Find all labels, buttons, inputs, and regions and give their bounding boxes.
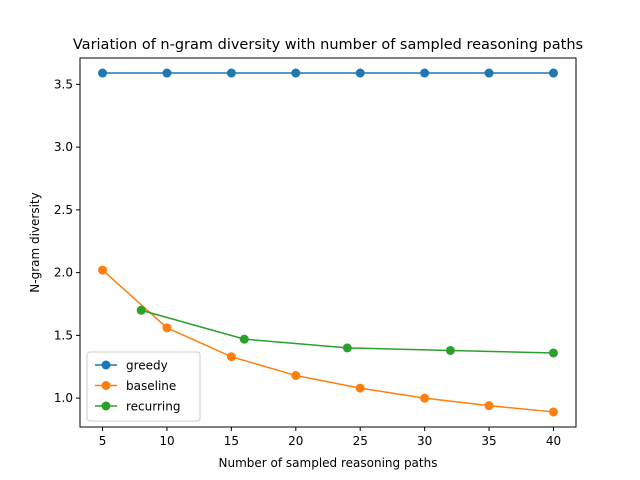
x-axis-title: Number of sampled reasoning paths (219, 456, 438, 470)
data-point-greedy (291, 68, 301, 78)
y-tick-label: 1.5 (54, 328, 73, 342)
data-point-baseline (420, 393, 430, 403)
legend-marker-baseline (101, 381, 111, 390)
x-axis: 5 10 15 20 25 30 35 40 (99, 427, 561, 448)
legend: greedy baseline recurring (86, 351, 201, 422)
x-tick-label: 15 (224, 434, 239, 448)
y-tick-label: 1.0 (54, 391, 73, 405)
y-axis-title: N-gram diversity (28, 192, 42, 292)
data-point-greedy (226, 68, 236, 78)
data-point-greedy (484, 68, 494, 78)
data-point-baseline (98, 265, 108, 275)
data-point-recurring (445, 345, 455, 355)
data-point-greedy (98, 68, 108, 78)
data-point-baseline (548, 407, 558, 417)
plot-area (98, 68, 558, 417)
legend-box (86, 351, 201, 422)
legend-label-recurring: recurring (126, 400, 180, 414)
series-line-baseline (102, 269, 554, 413)
chart-title: Variation of n-gram diversity with numbe… (73, 37, 583, 53)
data-point-greedy (420, 68, 430, 78)
x-tick-label: 5 (99, 434, 107, 448)
data-point-baseline (162, 323, 172, 333)
x-tick-label: 20 (288, 434, 303, 448)
y-tick-label: 3.5 (54, 77, 73, 91)
data-point-recurring (548, 348, 558, 358)
x-tick-label: 10 (159, 434, 174, 448)
data-point-greedy (162, 68, 172, 78)
plot-frame (79, 57, 577, 428)
x-tick-label: 40 (546, 434, 561, 448)
data-point-recurring (342, 343, 352, 353)
x-tick-label: 25 (353, 434, 368, 448)
data-point-baseline (291, 371, 301, 381)
legend-marker-greedy (101, 360, 111, 370)
data-point-baseline (484, 401, 494, 411)
x-tick-label: 35 (481, 434, 496, 448)
y-tick-label: 2.0 (54, 266, 73, 280)
legend-label-baseline: baseline (126, 379, 176, 393)
y-tick-label: 3.0 (54, 140, 73, 154)
data-point-greedy (548, 68, 558, 78)
legend-label-greedy: greedy (126, 359, 168, 373)
data-point-recurring (239, 334, 249, 344)
data-point-baseline (355, 383, 365, 393)
x-tick-label: 30 (417, 434, 432, 448)
y-tick-label: 2.5 (54, 203, 73, 217)
legend-marker-recurring (101, 401, 111, 411)
data-point-baseline (226, 352, 236, 362)
data-point-greedy (355, 68, 365, 78)
y-axis: 1.0 1.5 2.0 2.5 3.0 3.5 (54, 77, 80, 405)
data-point-recurring (136, 305, 146, 315)
